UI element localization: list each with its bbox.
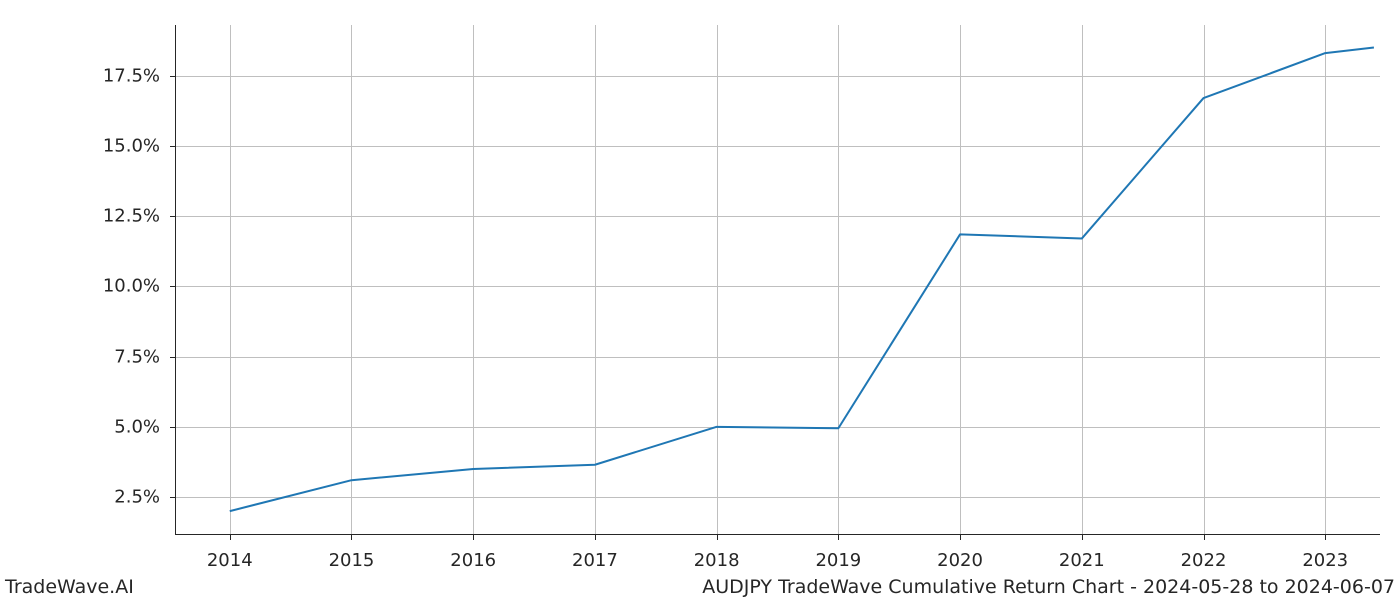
y-tick-label: 12.5% [103, 206, 160, 227]
line-chart-svg [175, 25, 1380, 535]
x-tick-label: 2023 [1302, 550, 1348, 571]
x-tick-label: 2022 [1181, 550, 1227, 571]
y-tick-label: 10.0% [103, 276, 160, 297]
chart-container: 2014 2015 2016 2017 2018 2019 2020 2021 2022 2023… [0, 0, 1400, 600]
y-tick-label: 2.5% [114, 487, 160, 508]
x-tick-mark [595, 535, 596, 540]
x-tick-label: 2021 [1059, 550, 1105, 571]
y-tick-label: 7.5% [114, 346, 160, 367]
x-tick-label: 2020 [937, 550, 983, 571]
footer-left-label: TradeWave.AI [5, 576, 134, 598]
x-tick-label: 2014 [207, 550, 253, 571]
x-tick-mark [230, 535, 231, 540]
x-tick-mark [838, 535, 839, 540]
x-tick-mark [351, 535, 352, 540]
x-tick-label: 2015 [329, 550, 375, 571]
y-tick-label: 5.0% [114, 416, 160, 437]
x-tick-label: 2016 [450, 550, 496, 571]
x-tick-mark [1082, 535, 1083, 540]
y-tick-label: 17.5% [103, 65, 160, 86]
footer-right-label: AUDJPY TradeWave Cumulative Return Chart… [702, 576, 1395, 598]
y-tick-label: 15.0% [103, 135, 160, 156]
x-tick-mark [473, 535, 474, 540]
return-line [230, 47, 1374, 511]
x-tick-label: 2019 [815, 550, 861, 571]
plot-area: 2014201520162017201820192020202120222023… [175, 25, 1380, 535]
x-tick-label: 2017 [572, 550, 618, 571]
x-tick-mark [1204, 535, 1205, 540]
x-tick-mark [1325, 535, 1326, 540]
x-tick-mark [717, 535, 718, 540]
x-tick-label: 2018 [694, 550, 740, 571]
x-tick-mark [960, 535, 961, 540]
